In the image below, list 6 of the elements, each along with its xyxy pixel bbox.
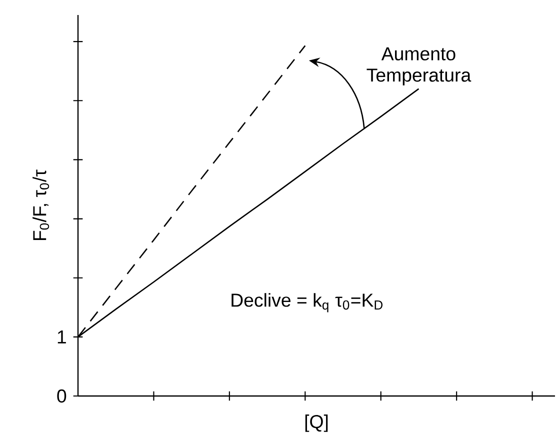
annotation: Aumento Temperatura	[366, 47, 472, 86]
annotation: Declive = k$_{q}$ τ$_{0}$=K$_{D}$	[232, 293, 383, 312]
x-axis-title: [Q]	[305, 414, 328, 432]
y-tick-label: 0	[57, 389, 66, 403]
y-tick-label: 1	[58, 330, 66, 344]
y-axis-title: F$_{0}$/F, τ$_{0}$/τ	[32, 170, 50, 240]
